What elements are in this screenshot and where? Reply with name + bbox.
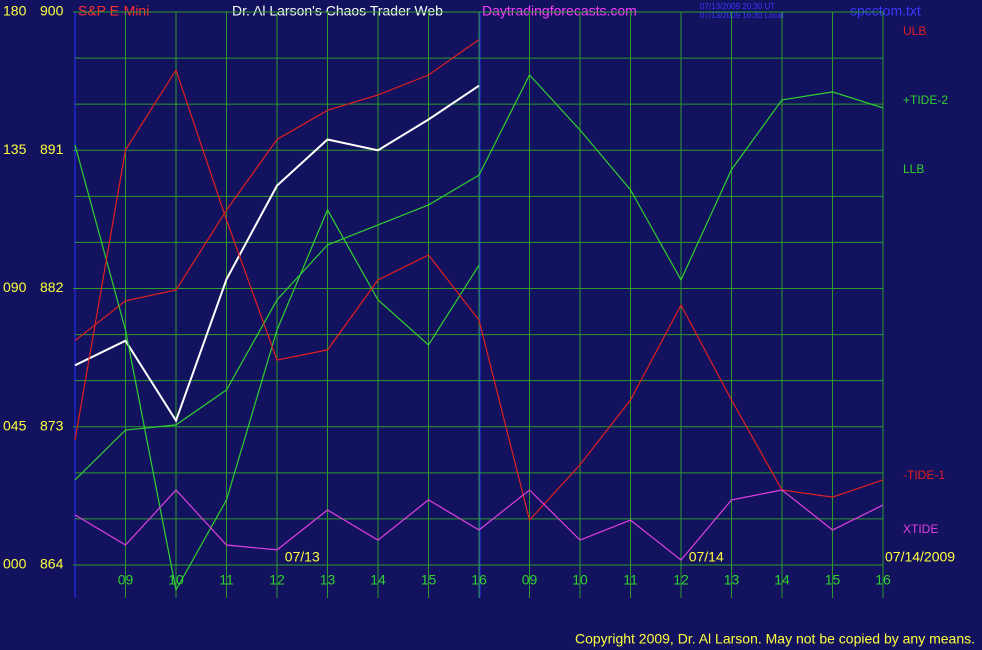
x-tick-label: 14 bbox=[774, 572, 790, 588]
legend-label: LLB bbox=[903, 162, 924, 176]
x-tick-label: 10 bbox=[572, 572, 588, 588]
series-line bbox=[74, 84, 480, 423]
chart-title: Dr. Al Larson's Chaos Trader Web bbox=[232, 3, 443, 19]
legend-label: -TIDE-1 bbox=[903, 468, 945, 482]
y-tick-label: 864 bbox=[40, 556, 64, 572]
series-line bbox=[74, 68, 884, 522]
x-tick-label: 12 bbox=[673, 572, 689, 588]
y2-tick-label: 000 bbox=[3, 556, 27, 572]
x-tick-label: 13 bbox=[320, 572, 336, 588]
x-tick-label: 12 bbox=[269, 572, 285, 588]
date-annotation: 07/14/2009 bbox=[885, 549, 955, 565]
legend-label: XTIDE bbox=[903, 522, 938, 536]
timestamp: 07/13/2009 20:30 UT bbox=[700, 2, 775, 11]
file-name: spcctom.txt bbox=[850, 3, 921, 19]
series-line bbox=[74, 39, 480, 342]
timestamp: 07/13/2009 16:30 Local bbox=[700, 11, 784, 20]
x-tick-label: 09 bbox=[522, 572, 538, 588]
x-tick-label: 11 bbox=[623, 572, 638, 588]
y-tick-label: 873 bbox=[40, 417, 64, 433]
y2-tick-label: 180 bbox=[3, 3, 27, 19]
x-tick-label: 16 bbox=[471, 572, 487, 588]
y-tick-label: 900 bbox=[40, 3, 64, 19]
date-annotation: 07/13 bbox=[285, 549, 320, 565]
x-tick-label: 15 bbox=[421, 572, 437, 588]
x-tick-label: 10 bbox=[168, 572, 184, 588]
y2-tick-label: 090 bbox=[3, 279, 27, 295]
series-line bbox=[74, 144, 480, 592]
grid bbox=[75, 11, 884, 598]
y-tick-label: 882 bbox=[40, 279, 64, 295]
legend-label: +TIDE-2 bbox=[903, 93, 948, 107]
legend-label: ULB bbox=[903, 24, 926, 38]
lines bbox=[74, 39, 884, 592]
y-tick-label: 891 bbox=[40, 141, 64, 157]
x-tick-label: 14 bbox=[370, 572, 386, 588]
date-annotation: 07/14 bbox=[689, 549, 724, 565]
site: Daytradingforecasts.com bbox=[482, 3, 637, 19]
x-tick-label: 13 bbox=[724, 572, 740, 588]
y2-tick-label: 135 bbox=[3, 141, 27, 157]
x-tick-label: 11 bbox=[219, 572, 234, 588]
x-tick-label: 15 bbox=[825, 572, 841, 588]
instrument: S&P E-Mini bbox=[78, 3, 149, 19]
series-line bbox=[74, 489, 884, 561]
x-tick-label: 09 bbox=[118, 572, 134, 588]
series-line bbox=[74, 73, 884, 481]
x-tick-label: 16 bbox=[875, 572, 891, 588]
copyright: Copyright 2009, Dr. Al Larson. May not b… bbox=[575, 631, 975, 647]
y2-tick-label: 045 bbox=[3, 417, 27, 433]
